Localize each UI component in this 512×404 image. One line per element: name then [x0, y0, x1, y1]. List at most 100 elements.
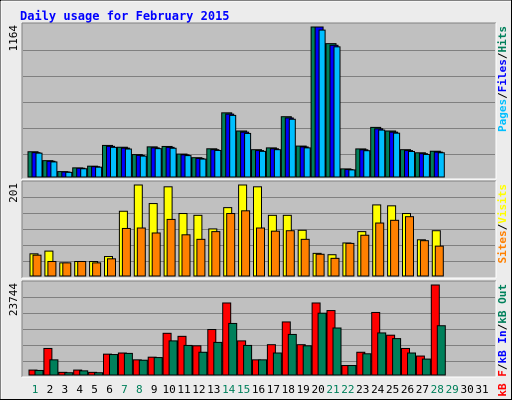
day-label-6: 6 [106, 383, 113, 396]
day-label-27: 27 [416, 383, 429, 396]
bar-pages-day-21 [333, 46, 341, 178]
bar-sites-day-4 [77, 261, 87, 277]
bar-pages-day-18 [288, 118, 296, 178]
bar-sites-day-9 [151, 232, 161, 277]
panel-visits: 201 Sites/Visits [7, 180, 509, 279]
bar-sites-day-15 [241, 210, 251, 277]
day-label-9: 9 [151, 383, 158, 396]
y-max-label-visits: 201 [7, 183, 20, 203]
legend-visits: Sites/Visits [496, 184, 509, 264]
day-label-24: 24 [371, 383, 385, 396]
bar-pages-day-3 [65, 171, 73, 178]
bar-sites-day-18 [285, 230, 295, 277]
bar-kb-out-day-26 [407, 352, 416, 376]
day-label-20: 20 [311, 383, 324, 396]
bar-pages-day-27 [422, 153, 430, 178]
bar-sites-day-1 [32, 254, 42, 277]
legend-entry: Hits [496, 26, 509, 53]
bar-pages-day-23 [363, 150, 371, 178]
bar-kb-out-day-21 [332, 327, 342, 376]
day-label-4: 4 [76, 383, 83, 396]
bar-kb-out-day-15 [243, 344, 253, 376]
bar-pages-day-14 [229, 114, 237, 178]
bar-kb-out-day-9 [153, 357, 163, 376]
bar-pages-day-20 [318, 29, 326, 178]
legend-entry: / [496, 323, 509, 330]
bar-sites-day-5 [92, 262, 102, 277]
bar-kb-out-day-27 [421, 358, 431, 376]
bar-kb-out-day-5 [94, 372, 104, 376]
bar-kb-out-day-28 [436, 325, 446, 376]
bar-sites-day-20 [315, 253, 325, 277]
bar-sites-day-14 [226, 213, 236, 277]
day-label-17: 17 [267, 383, 280, 396]
day-label-13: 13 [207, 383, 220, 396]
legend-entry: / [496, 363, 509, 370]
bar-kb-out-day-13 [213, 341, 223, 376]
bar-kb-out-day-4 [79, 370, 89, 376]
day-label-30: 30 [460, 383, 473, 396]
bar-kb-out-day-16 [258, 359, 267, 376]
bar-sites-day-22 [345, 242, 355, 277]
day-label-19: 19 [297, 383, 310, 396]
bar-kb-out-day-2 [49, 359, 59, 376]
bar-pages-day-24 [378, 129, 386, 178]
day-labels: 1 2 3 4 5 6 7 8 9 10 11 12 13 14 15 16 17 18 19 20 21 22 23 24 2… [32, 383, 489, 396]
day-label-12: 12 [192, 383, 205, 396]
bar-kb-out-day-7 [123, 352, 133, 376]
bar-kb-out-day-19 [302, 345, 312, 376]
day-label-11: 11 [177, 383, 190, 396]
bar-sites-day-16 [256, 227, 265, 277]
bar-sites-day-11 [181, 234, 191, 277]
day-label-14: 14 [222, 383, 236, 396]
bar-sites-day-25 [390, 219, 400, 277]
day-label-23: 23 [356, 383, 369, 396]
y-max-label-hits: 1164 [7, 25, 20, 52]
chart-title: Daily usage for February 2015 [20, 9, 230, 23]
bar-pages-day-10 [169, 147, 177, 178]
bar-sites-day-21 [330, 257, 340, 277]
bar-pages-day-16 [259, 150, 266, 178]
bar-sites-day-27 [419, 240, 429, 277]
bar-kb-out-day-22 [347, 365, 357, 376]
bar-kb-out-day-18 [287, 333, 297, 376]
bar-pages-day-4 [80, 168, 88, 178]
day-label-10: 10 [162, 383, 175, 396]
bar-sites-day-6 [107, 258, 116, 277]
day-label-8: 8 [136, 383, 143, 396]
bar-pages-day-5 [95, 166, 103, 178]
bar-sites-day-26 [405, 216, 414, 277]
legend-entry: Files [496, 59, 509, 92]
bar-sites-day-17 [270, 230, 280, 277]
bar-sites-day-3 [62, 262, 72, 277]
bar-sites-day-12 [196, 238, 206, 277]
day-label-25: 25 [386, 383, 399, 396]
day-label-28: 28 [431, 383, 444, 396]
bar-kb-out-day-11 [183, 344, 193, 376]
day-label-3: 3 [61, 383, 68, 396]
bar-kb-out-day-23 [362, 353, 372, 376]
bar-sites-day-2 [47, 261, 57, 277]
bar-sites-day-23 [360, 234, 370, 277]
day-label-31: 31 [475, 383, 488, 396]
legend-entry: Sites [496, 230, 509, 263]
bar-pages-day-12 [199, 158, 207, 178]
legend-entry: Pages [496, 99, 509, 132]
day-label-7: 7 [121, 383, 128, 396]
bar-kb-out-day-14 [228, 322, 238, 376]
bar-kb-out-day-24 [377, 332, 387, 376]
bar-kb-out-day-20 [317, 312, 327, 376]
bar-pages-day-15 [244, 132, 252, 178]
bar-kb-out-day-25 [392, 338, 402, 376]
legend-entry: kB F [496, 370, 509, 397]
bar-sites-day-7 [121, 227, 131, 277]
bar-kb-out-day-6 [109, 354, 118, 376]
bar-kb-out-day-10 [168, 340, 178, 376]
bar-pages-day-22 [348, 169, 356, 178]
day-label-29: 29 [446, 383, 459, 396]
legend-entry: Visits [496, 184, 509, 224]
bar-pages-day-13 [214, 149, 222, 178]
bar-pages-day-11 [184, 155, 192, 178]
